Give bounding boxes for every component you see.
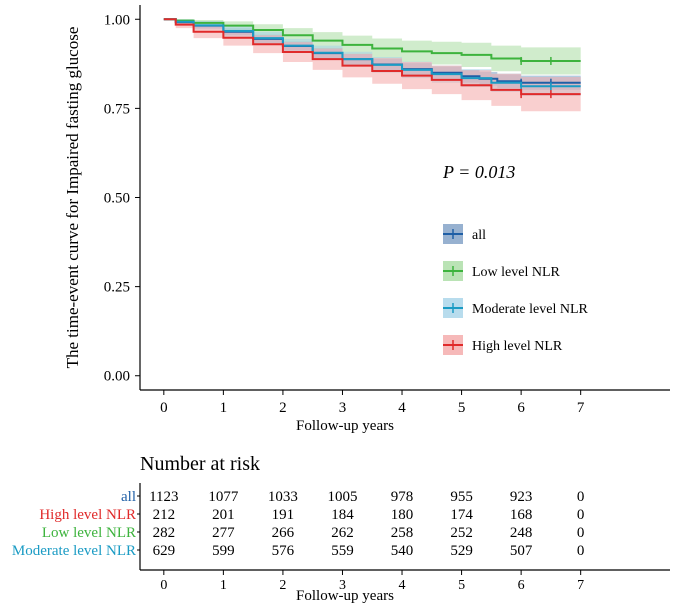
risk-cell-all: 923 [510,489,533,505]
risk-cell-all: 1123 [149,489,178,505]
risk-x-tick-label: 7 [577,578,584,593]
risk-cell-all: 0 [577,489,585,505]
y-tick-label: 0.50 [104,191,130,207]
risk-table-title: Number at risk [140,453,260,475]
risk-x-tick-label: 2 [279,578,286,593]
risk-cell-low-level-nlr: 282 [153,525,176,541]
y-tick-label: 0.75 [104,101,130,117]
p-value-annotation: P = 0.013 [442,162,515,182]
risk-cell-all: 1077 [208,489,239,505]
risk-x-tick-label: 3 [339,578,346,593]
risk-cell-all: 955 [450,489,473,505]
risk-cell-all: 1033 [268,489,298,505]
risk-cell-low-level-nlr: 277 [212,525,235,541]
risk-x-tick-label: 0 [160,578,167,593]
y-tick-label: 0.25 [104,280,130,296]
risk-cell-moderate-level-nlr: 507 [510,543,533,559]
risk-cell-high-level-nlr: 184 [331,507,354,523]
y-tick-label: 1.00 [104,12,130,28]
legend-label-low-level-nlr: Low level NLR [472,265,561,280]
risk-cell-low-level-nlr: 248 [510,525,533,541]
risk-cell-high-level-nlr: 180 [391,507,414,523]
x-tick-label: 5 [458,400,466,416]
risk-row-label-moderate-level-nlr: Moderate level NLR [12,543,136,559]
legend-label-high-level-nlr: High level NLR [472,339,563,354]
x-axis-label: Follow-up years [296,418,394,434]
x-tick-label: 7 [577,400,585,416]
risk-cell-all: 1005 [327,489,357,505]
risk-x-tick-label: 6 [518,578,525,593]
risk-x-axis-label: Follow-up years [296,588,394,604]
risk-x-tick-label: 4 [399,578,406,593]
legend-label-moderate-level-nlr: Moderate level NLR [472,302,589,317]
series-line-high-level-nlr [163,18,581,96]
risk-cell-low-level-nlr: 262 [331,525,354,541]
km-plot: 0.00 0.25 0.50 0.75 1.00 0 1 2 3 4 5 6 7 Follow-up ye… [63,5,670,434]
x-tick-label: 2 [279,400,287,416]
risk-cell-low-level-nlr: 252 [450,525,473,541]
risk-cell-moderate-level-nlr: 629 [153,543,176,559]
risk-row-label-low-level-nlr: Low level NLR [42,525,136,541]
risk-cell-moderate-level-nlr: 540 [391,543,414,559]
risk-cell-moderate-level-nlr: 599 [212,543,235,559]
risk-cell-high-level-nlr: 212 [153,507,176,523]
risk-cell-moderate-level-nlr: 559 [331,543,354,559]
x-tick-label: 4 [398,400,406,416]
risk-cell-high-level-nlr: 191 [272,507,295,523]
risk-cell-moderate-level-nlr: 529 [450,543,473,559]
risk-cell-high-level-nlr: 201 [212,507,235,523]
legend: all Low level NLR Moderate level NLR High l… [443,224,589,355]
y-axis-label: The time-event curve for Impaired fastin… [63,27,82,369]
risk-x-tick-label: 1 [220,578,227,593]
risk-row-label-high-level-nlr: High level NLR [39,507,136,523]
risk-cell-moderate-level-nlr: 576 [272,543,295,559]
series-line-moderate-level-nlr [163,18,581,88]
risk-cell-all: 978 [391,489,414,505]
x-tick-label: 0 [160,400,168,416]
risk-x-tick-label: 5 [458,578,465,593]
risk-row-label-all: all [121,489,136,505]
y-tick-label: 0.00 [104,369,130,385]
legend-label-all: all [472,228,486,243]
risk-cell-high-level-nlr: 174 [450,507,473,523]
x-tick-label: 6 [517,400,525,416]
risk-cell-low-level-nlr: 0 [577,525,585,541]
series-line-low-level-nlr [163,18,581,62]
x-tick-label: 1 [220,400,228,416]
x-tick-label: 3 [339,400,347,416]
risk-cell-low-level-nlr: 258 [391,525,414,541]
risk-cell-high-level-nlr: 0 [577,507,585,523]
risk-cell-low-level-nlr: 266 [272,525,295,541]
risk-cell-moderate-level-nlr: 0 [577,543,585,559]
risk-cell-high-level-nlr: 168 [510,507,533,523]
